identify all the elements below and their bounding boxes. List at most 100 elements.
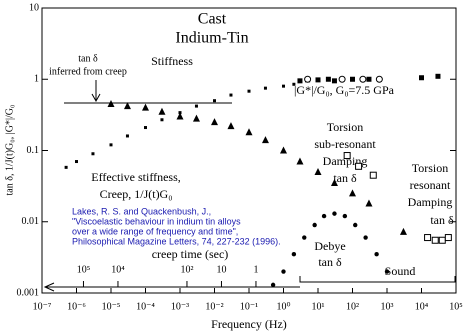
creep-time-tick-label: 1: [253, 264, 258, 275]
marker-square: [419, 75, 424, 81]
marker-triangle: [211, 118, 218, 126]
marker-dot: [312, 222, 317, 228]
marker-square: [194, 104, 198, 108]
x-tick-label: 10⁰: [276, 301, 290, 312]
marker-circle: [304, 75, 312, 83]
annotation: tan δ: [318, 255, 342, 269]
y-tick-label: 0.001: [17, 287, 40, 298]
marker-triangle: [158, 107, 166, 115]
y-tick-label: 10: [29, 2, 39, 13]
marker-triangle: [296, 157, 304, 165]
marker-square: [144, 126, 147, 130]
annotation: tan δ: [333, 171, 357, 185]
note-arrow-head: [91, 93, 101, 103]
marker-triangle: [399, 227, 407, 235]
marker-triangle: [176, 112, 184, 120]
marker-dot: [353, 222, 358, 228]
sound-bracket: [299, 276, 456, 283]
marker-triangle: [314, 167, 322, 175]
marker-square: [91, 152, 95, 156]
marker-circle: [375, 75, 383, 83]
marker-square: [331, 78, 337, 84]
x-tick-label: 10³: [381, 301, 394, 312]
chart-title: Cast: [198, 11, 227, 28]
x-tick-label: 10²: [346, 301, 359, 312]
marker-square: [109, 143, 113, 147]
x-tick-label: 10⁻⁷: [33, 301, 52, 312]
x-tick-label: 10⁻⁵: [102, 301, 121, 312]
marker-dot: [302, 235, 307, 240]
annotation: Torsion: [327, 120, 364, 134]
x-tick-label: 10⁻⁶: [67, 301, 86, 312]
marker-dot: [281, 269, 286, 274]
marker-square: [64, 165, 68, 169]
marker-triangle: [280, 146, 287, 154]
marker-open-square: [438, 236, 446, 244]
annotation: sub-resonant: [314, 137, 376, 151]
marker-square: [213, 99, 216, 103]
marker-square: [366, 76, 372, 82]
citation: Philosophical Magazine Letters, 74, 227-…: [72, 236, 281, 246]
marker-open-square: [424, 234, 432, 242]
marker-open-square: [431, 236, 439, 244]
marker-square: [350, 76, 355, 82]
marker-square: [247, 89, 251, 93]
marker-triangle: [365, 199, 373, 207]
plot-frame: [41, 7, 457, 294]
x-tick-label: 10⁴: [415, 301, 429, 312]
annotation: Damping: [408, 195, 453, 209]
y-tick-label: 1: [34, 74, 39, 85]
marker-square: [282, 84, 285, 88]
y-tick-label: 0.01: [22, 216, 40, 227]
marker-triangle: [192, 114, 200, 122]
annotation: Debye: [314, 239, 345, 253]
marker-square: [125, 134, 129, 138]
annotation: Effective stiffness,: [91, 170, 181, 184]
y-axis-label: tan δ, 1/J(t)G₀, |G*|/G₀: [4, 104, 15, 195]
marker-square: [315, 77, 321, 83]
marker-triangle: [261, 136, 269, 144]
x-tick-label: 10⁵: [449, 301, 463, 312]
chart-title: Indium-Tin: [175, 30, 248, 47]
x-tick-label: 10⁻³: [171, 301, 189, 312]
marker-circle: [338, 75, 346, 83]
marker-square: [263, 86, 267, 90]
citation: Lakes, R. S. and Quackenbush, J.,: [72, 206, 211, 216]
marker-square: [75, 160, 78, 164]
annotation: Stiffness: [151, 54, 193, 68]
marker-triangle: [107, 99, 115, 107]
creep-arrow-head: [43, 282, 55, 292]
marker-open-square: [355, 162, 363, 170]
marker-square: [297, 78, 303, 84]
marker-circle: [359, 75, 367, 83]
marker-open-square: [343, 152, 351, 160]
annotation: resonant: [410, 178, 451, 192]
x-axis-label: Frequency (Hz): [211, 317, 287, 331]
annotation: Sound: [385, 264, 416, 278]
annotation: Torsion: [412, 161, 449, 175]
marker-open-square: [444, 234, 452, 242]
marker-dot: [342, 213, 348, 219]
marker-triangle: [245, 128, 253, 136]
x-tick-label: 10⁻⁴: [136, 301, 155, 312]
marker-dot: [270, 282, 276, 288]
x-tick-label: 10⁻¹: [240, 301, 258, 312]
marker-square: [325, 76, 331, 82]
creep-time-tick-label: 10⁵: [77, 264, 91, 275]
x-tick-label: 10⁻²: [205, 301, 223, 312]
marker-dot: [374, 252, 379, 257]
marker-dot: [384, 269, 390, 274]
annotation: Creep, 1/J(t)G₀: [100, 187, 173, 201]
marker-square: [435, 73, 441, 79]
marker-triangle: [227, 122, 235, 130]
creep-time-tick-label: 10⁴: [111, 264, 125, 275]
marker-square: [292, 82, 296, 86]
marker-dot: [291, 252, 297, 257]
citation: "Viscoelastic behaviour in indium tin al…: [72, 216, 241, 226]
marker-dot: [332, 211, 337, 216]
marker-dot: [363, 235, 368, 240]
annotation: inferred from creep: [49, 66, 127, 77]
annotation: tan δ: [430, 213, 454, 227]
creep-time-label: creep time (sec): [152, 247, 229, 261]
